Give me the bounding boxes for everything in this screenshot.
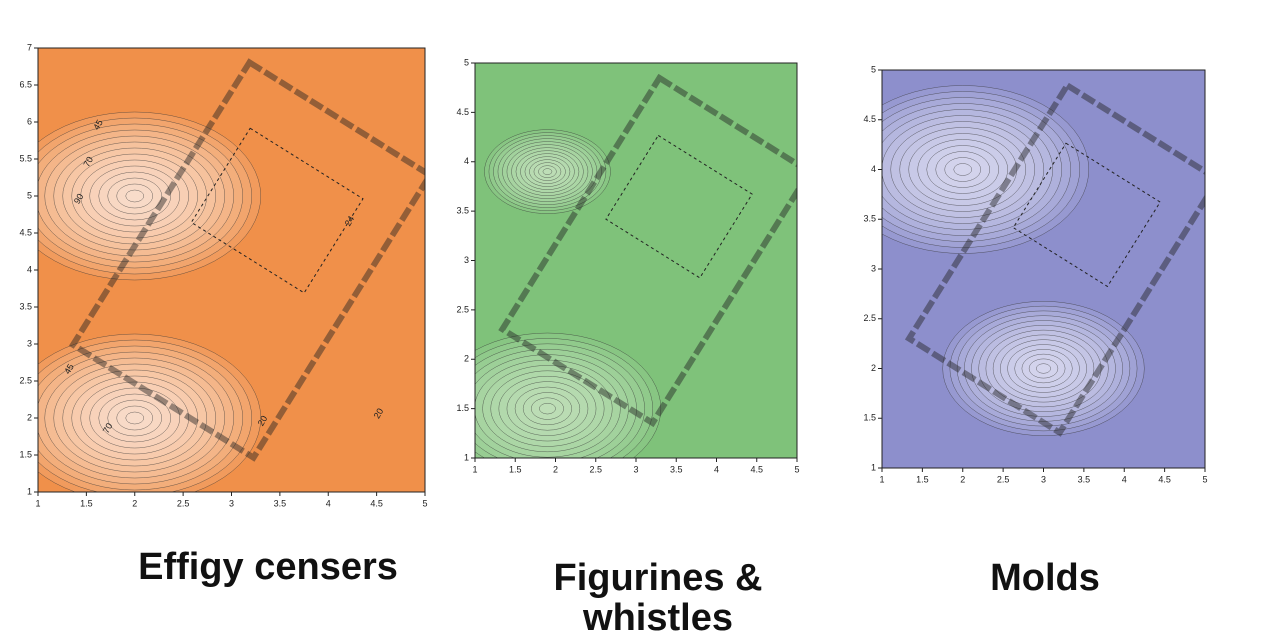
y-tick-label: 4.5	[456, 107, 469, 117]
y-tick-label: 7	[27, 42, 32, 52]
y-tick-label: 2	[464, 354, 469, 364]
x-tick-label: 4	[326, 498, 331, 508]
y-tick-label: 2.5	[863, 313, 876, 323]
y-tick-label: 5.5	[19, 153, 32, 163]
x-tick-label: 2.5	[589, 464, 602, 474]
y-tick-label: 4	[464, 156, 469, 166]
y-tick-label: 1.5	[19, 449, 32, 459]
y-tick-label: 1	[27, 486, 32, 496]
y-tick-label: 2	[871, 363, 876, 373]
y-tick-label: 3	[464, 255, 469, 265]
x-tick-label: 3.5	[274, 498, 287, 508]
y-tick-label: 5	[464, 57, 469, 67]
y-tick-label: 4	[27, 264, 32, 274]
x-tick-label: 2.5	[177, 498, 190, 508]
caption: Molds	[895, 558, 1195, 598]
y-tick-label: 3	[27, 338, 32, 348]
y-tick-label: 1	[871, 462, 876, 472]
y-tick-label: 3.5	[456, 206, 469, 216]
x-tick-label: 1	[35, 498, 40, 508]
x-tick-label: 4	[1122, 474, 1127, 484]
x-tick-label: 4.5	[1158, 474, 1171, 484]
y-tick-label: 1.5	[456, 403, 469, 413]
contour-line	[539, 403, 555, 414]
contour-line	[126, 412, 144, 424]
x-tick-label: 4.5	[370, 498, 383, 508]
x-tick-label: 2	[132, 498, 137, 508]
y-tick-label: 5	[871, 64, 876, 74]
contour-line	[543, 169, 552, 175]
y-tick-label: 6.5	[19, 79, 32, 89]
y-tick-label: 4.5	[19, 227, 32, 237]
contour-line	[126, 190, 144, 202]
x-tick-label: 3	[633, 464, 638, 474]
caption: Effigy censers	[118, 547, 418, 587]
contour-line	[1036, 364, 1050, 374]
y-tick-label: 2.5	[456, 304, 469, 314]
y-tick-label: 3	[871, 263, 876, 273]
x-tick-label: 2.5	[997, 474, 1010, 484]
y-tick-label: 4.5	[863, 114, 876, 124]
y-tick-label: 3.5	[863, 214, 876, 224]
x-tick-label: 1.5	[916, 474, 929, 484]
x-tick-label: 5	[794, 464, 799, 474]
y-tick-label: 2.5	[19, 375, 32, 385]
y-tick-label: 1.5	[863, 413, 876, 423]
y-tick-label: 3.5	[19, 301, 32, 311]
x-tick-label: 3.5	[1078, 474, 1091, 484]
x-tick-label: 2	[960, 474, 965, 484]
x-tick-label: 3	[229, 498, 234, 508]
x-tick-label: 5	[1202, 474, 1207, 484]
x-tick-label: 5	[422, 498, 427, 508]
figure: 1 1.5 2 2.5 3 3.5 4 4.5 5 1 1.5 2 2.5 3 3.5 4 4.5 5 5.5 6 6.…	[0, 0, 1286, 637]
x-tick-label: 1	[472, 464, 477, 474]
y-tick-label: 1	[464, 452, 469, 462]
x-tick-label: 1.5	[80, 498, 93, 508]
x-tick-label: 2	[553, 464, 558, 474]
x-tick-label: 4.5	[750, 464, 763, 474]
y-tick-label: 2	[27, 412, 32, 422]
y-tick-label: 6	[27, 116, 32, 126]
x-tick-label: 3	[1041, 474, 1046, 484]
page: 1 1.5 2 2.5 3 3.5 4 4.5 5 1 1.5 2 2.5 3 3.5 4 4.5 5 5.5 6 6.…	[0, 0, 1286, 637]
x-tick-label: 1	[879, 474, 884, 484]
caption: Figurines & whistles	[528, 558, 788, 638]
x-tick-label: 4	[714, 464, 719, 474]
x-tick-label: 3.5	[670, 464, 683, 474]
contour-line	[954, 164, 972, 176]
y-tick-label: 5	[27, 190, 32, 200]
x-tick-label: 1.5	[509, 464, 522, 474]
y-tick-label: 4	[871, 164, 876, 174]
